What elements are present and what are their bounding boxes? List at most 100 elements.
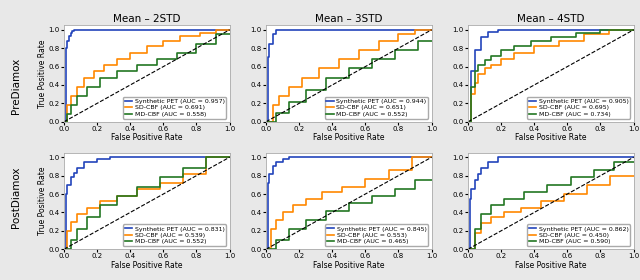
Line: MD-CBF (AUC = 0.552): MD-CBF (AUC = 0.552): [266, 41, 431, 122]
Line: SD-CBF (AUC = 0.695): SD-CBF (AUC = 0.695): [468, 30, 634, 122]
MD-CBF (AUC = 0.552): [322, 76, 330, 79]
Synthetic PET (AUC = 0.862): [477, 167, 485, 170]
Synthetic PET (AUC = 0.845): [428, 156, 435, 159]
SD-CBF (AUC = 0.553): [385, 169, 392, 172]
Line: SD-CBF (AUC = 0.553): SD-CBF (AUC = 0.553): [266, 157, 431, 249]
Synthetic PET (AUC = 0.831): [70, 171, 78, 174]
SD-CBF (AUC = 0.553): [272, 218, 280, 221]
SD-CBF (AUC = 0.695): [464, 120, 472, 123]
MD-CBF (AUC = 0.558): [113, 76, 121, 79]
SD-CBF (AUC = 0.450): [560, 200, 568, 203]
Synthetic PET (AUC = 0.831): [74, 171, 81, 174]
Synthetic PET (AUC = 0.845): [266, 172, 273, 176]
Synthetic PET (AUC = 0.957): [60, 120, 68, 123]
SD-CBF (AUC = 0.553): [319, 190, 326, 194]
SD-CBF (AUC = 0.691): [90, 76, 98, 79]
SD-CBF (AUC = 0.695): [471, 81, 479, 85]
SD-CBF (AUC = 0.695): [605, 33, 612, 36]
SD-CBF (AUC = 0.695): [580, 39, 588, 43]
SD-CBF (AUC = 0.450): [477, 222, 485, 225]
MD-CBF (AUC = 0.552): [368, 67, 376, 70]
SD-CBF (AUC = 0.450): [584, 183, 591, 186]
Synthetic PET (AUC = 0.831): [67, 176, 74, 179]
SD-CBF (AUC = 0.553): [339, 185, 346, 188]
MD-CBF (AUC = 0.734): [467, 120, 475, 123]
MD-CBF (AUC = 0.734): [572, 36, 579, 39]
Y-axis label: True Positive Rate: True Positive Rate: [38, 39, 47, 108]
SD-CBF (AUC = 0.651): [355, 58, 363, 61]
MD-CBF (AUC = 0.734): [596, 32, 604, 35]
SD-CBF (AUC = 0.691): [143, 51, 150, 55]
SD-CBF (AUC = 0.695): [531, 45, 538, 48]
Synthetic PET (AUC = 0.831): [80, 160, 88, 164]
SD-CBF (AUC = 0.695): [511, 58, 518, 61]
Text: PreDiamox: PreDiamox: [11, 57, 21, 113]
MD-CBF (AUC = 0.552): [113, 194, 121, 198]
Y-axis label: True Positive Rate: True Positive Rate: [38, 167, 47, 235]
SD-CBF (AUC = 0.691): [90, 69, 98, 73]
SD-CBF (AUC = 0.539): [226, 156, 234, 159]
Synthetic PET (AUC = 0.831): [63, 183, 71, 186]
Synthetic PET (AUC = 0.845): [266, 181, 273, 185]
Synthetic PET (AUC = 0.905): [477, 48, 485, 52]
MD-CBF (AUC = 0.558): [60, 120, 68, 123]
Synthetic PET (AUC = 0.862): [464, 248, 472, 251]
Synthetic PET (AUC = 0.905): [467, 69, 475, 73]
Synthetic PET (AUC = 0.831): [106, 157, 114, 161]
Synthetic PET (AUC = 0.957): [68, 29, 76, 32]
MD-CBF (AUC = 0.552): [262, 120, 270, 123]
SD-CBF (AUC = 0.651): [269, 120, 276, 123]
MD-CBF (AUC = 0.734): [547, 36, 555, 39]
MD-CBF (AUC = 0.590): [488, 213, 495, 216]
MD-CBF (AUC = 0.558): [212, 33, 220, 36]
MD-CBF (AUC = 0.590): [590, 169, 598, 172]
Synthetic PET (AUC = 0.944): [269, 33, 276, 36]
Line: SD-CBF (AUC = 0.691): SD-CBF (AUC = 0.691): [64, 30, 230, 122]
SD-CBF (AUC = 0.450): [630, 174, 637, 177]
SD-CBF (AUC = 0.450): [517, 211, 525, 214]
MD-CBF (AUC = 0.558): [153, 58, 161, 61]
MD-CBF (AUC = 0.558): [74, 94, 81, 98]
MD-CBF (AUC = 0.734): [471, 85, 479, 88]
SD-CBF (AUC = 0.695): [474, 81, 482, 85]
Synthetic PET (AUC = 0.862): [467, 197, 475, 200]
SD-CBF (AUC = 0.691): [113, 63, 121, 66]
SD-CBF (AUC = 0.695): [481, 72, 488, 76]
Synthetic PET (AUC = 0.831): [67, 183, 74, 186]
SD-CBF (AUC = 0.691): [100, 63, 108, 66]
Synthetic PET (AUC = 0.831): [93, 157, 101, 161]
MD-CBF (AUC = 0.590): [567, 176, 575, 179]
MD-CBF (AUC = 0.558): [113, 69, 121, 73]
SD-CBF (AUC = 0.553): [319, 197, 326, 200]
MD-CBF (AUC = 0.465): [272, 248, 280, 251]
MD-CBF (AUC = 0.465): [391, 194, 399, 198]
SD-CBF (AUC = 0.695): [580, 33, 588, 36]
Synthetic PET (AUC = 0.845): [285, 156, 293, 159]
SD-CBF (AUC = 0.539): [83, 206, 91, 209]
SD-CBF (AUC = 0.691): [67, 94, 74, 98]
SD-CBF (AUC = 0.553): [262, 248, 270, 251]
SD-CBF (AUC = 0.539): [179, 172, 187, 176]
SD-CBF (AUC = 0.539): [74, 213, 81, 216]
Title: Mean – 4STD: Mean – 4STD: [517, 15, 584, 24]
Synthetic PET (AUC = 0.845): [264, 248, 271, 251]
MD-CBF (AUC = 0.465): [368, 202, 376, 205]
Synthetic PET (AUC = 0.845): [264, 181, 271, 185]
MD-CBF (AUC = 0.552): [83, 227, 91, 231]
SD-CBF (AUC = 0.695): [556, 39, 563, 43]
MD-CBF (AUC = 0.552): [156, 185, 164, 188]
MD-CBF (AUC = 0.558): [226, 33, 234, 36]
Synthetic PET (AUC = 0.862): [630, 156, 637, 159]
MD-CBF (AUC = 0.465): [428, 179, 435, 182]
SD-CBF (AUC = 0.553): [302, 197, 310, 200]
SD-CBF (AUC = 0.691): [196, 34, 204, 38]
SD-CBF (AUC = 0.553): [408, 169, 415, 172]
MD-CBF (AUC = 0.558): [133, 69, 141, 73]
MD-CBF (AUC = 0.558): [173, 58, 180, 61]
MD-CBF (AUC = 0.734): [572, 32, 579, 35]
SD-CBF (AUC = 0.695): [474, 72, 482, 76]
Synthetic PET (AUC = 0.831): [93, 160, 101, 164]
MD-CBF (AUC = 0.552): [74, 238, 81, 242]
MD-CBF (AUC = 0.552): [345, 76, 353, 79]
Legend: Synthetic PET (AUC = 0.944), SD-CBF (AUC = 0.651), MD-CBF (AUC = 0.552): Synthetic PET (AUC = 0.944), SD-CBF (AUC…: [324, 97, 428, 119]
